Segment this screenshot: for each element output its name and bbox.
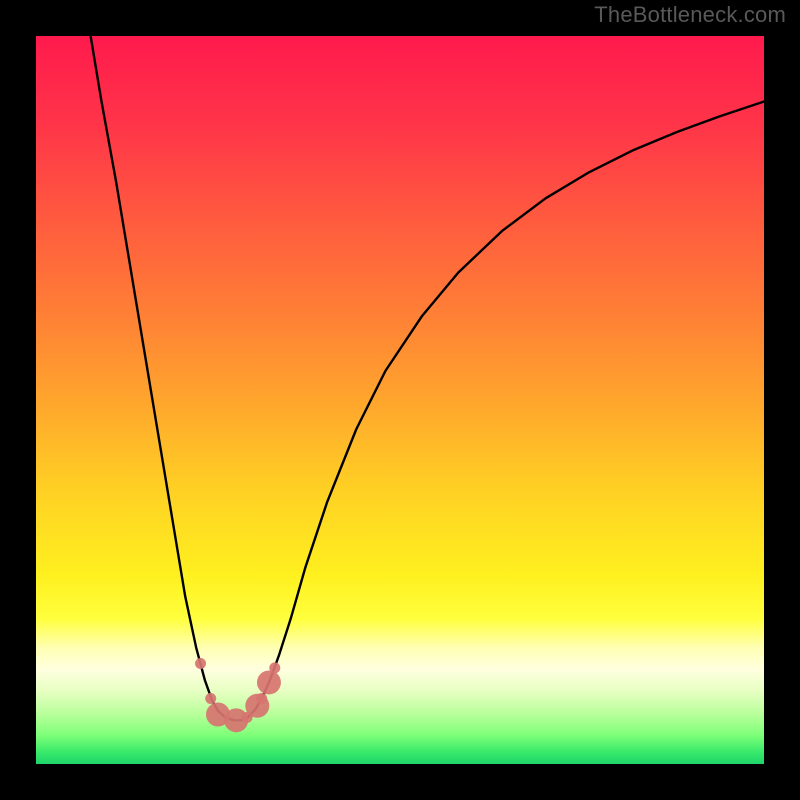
curve-marker [257, 670, 281, 694]
chart-root: TheBottleneck.com [0, 0, 800, 800]
curve-marker [256, 693, 267, 704]
bottleneck-curve-chart [0, 0, 800, 800]
chart-background [36, 36, 764, 764]
curve-marker [195, 658, 206, 669]
curve-marker [205, 693, 216, 704]
watermark-text: TheBottleneck.com [594, 2, 786, 28]
curve-marker [269, 662, 280, 673]
